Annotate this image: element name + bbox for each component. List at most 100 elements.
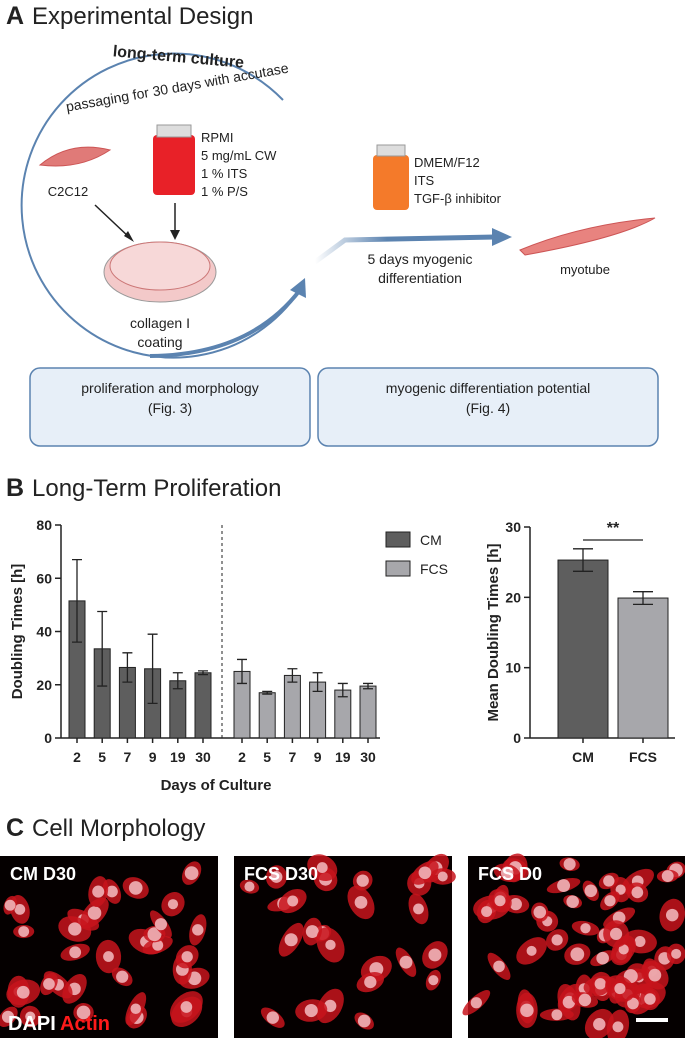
diff-label: differentiation bbox=[378, 270, 462, 286]
nucleus bbox=[570, 947, 585, 962]
nucleus bbox=[167, 899, 179, 910]
nucleus bbox=[244, 881, 255, 892]
nucleus bbox=[87, 906, 102, 920]
medium-line: 5 mg/mL CW bbox=[201, 148, 277, 163]
images: CM D30 FCS D30 FCS D0 DAPI Actin bbox=[0, 853, 685, 1038]
nucleus bbox=[130, 1003, 142, 1015]
nucleus bbox=[615, 884, 626, 895]
x-tick-label: 7 bbox=[289, 749, 297, 765]
bottle bbox=[373, 155, 409, 210]
legend-label: CM bbox=[420, 532, 442, 548]
x-tick-label: 19 bbox=[170, 749, 186, 765]
nucleus bbox=[596, 951, 609, 965]
culture-cycle bbox=[20, 52, 301, 359]
y-axis-label: Doubling Times [h] bbox=[9, 564, 26, 700]
nucleus bbox=[494, 895, 506, 907]
x-axis-label: Days of Culture bbox=[161, 777, 272, 794]
x-tick-label: 2 bbox=[73, 749, 81, 765]
diff-arrow bbox=[313, 234, 496, 265]
nucleus bbox=[192, 924, 204, 936]
x-tick-label: 30 bbox=[360, 749, 376, 765]
medium-line: DMEM/F12 bbox=[414, 155, 480, 170]
medium-line: TGF-β inhibitor bbox=[414, 191, 502, 206]
x-tick-label: 9 bbox=[149, 749, 157, 765]
panel-title: Cell Morphology bbox=[32, 815, 205, 842]
coating-label: coating bbox=[137, 334, 182, 350]
x-tick-label: 5 bbox=[263, 749, 271, 765]
nucleus bbox=[69, 946, 82, 959]
legend-label: FCS bbox=[420, 561, 448, 577]
error-bar bbox=[198, 670, 208, 676]
x-tick-label: 5 bbox=[98, 749, 106, 765]
nucleus bbox=[14, 904, 26, 915]
nucleus bbox=[470, 997, 482, 1009]
nucleus bbox=[648, 968, 662, 982]
nucleus bbox=[18, 926, 30, 937]
nucleus bbox=[526, 945, 537, 956]
bottle-cap bbox=[376, 144, 406, 157]
culture-title: long-term culture bbox=[112, 43, 245, 71]
nucleus bbox=[1, 1010, 15, 1023]
medium-line: RPMI bbox=[201, 130, 234, 145]
x-tick-label: 19 bbox=[335, 749, 351, 765]
x-tick-label: 30 bbox=[195, 749, 211, 765]
nucleus bbox=[631, 886, 644, 899]
nucleus bbox=[116, 970, 129, 983]
cell-label: C2C12 bbox=[48, 184, 88, 199]
nucleus bbox=[68, 922, 82, 936]
nucleus bbox=[533, 905, 547, 919]
box-title: myogenic differentiation potential bbox=[386, 380, 590, 396]
box-ref: (Fig. 4) bbox=[466, 400, 510, 416]
cell-icon bbox=[38, 146, 112, 167]
nucleus bbox=[566, 895, 579, 908]
scale-bar bbox=[636, 1018, 668, 1022]
error-bar bbox=[287, 668, 298, 683]
nucleus bbox=[154, 918, 168, 931]
nucleus bbox=[356, 874, 369, 887]
error-bar bbox=[72, 558, 82, 643]
medium-line: ITS bbox=[414, 173, 435, 188]
error-bar bbox=[97, 610, 108, 687]
error-bar bbox=[337, 682, 348, 698]
x-tick-label: 7 bbox=[124, 749, 132, 765]
nucleus bbox=[665, 908, 679, 922]
error-bar bbox=[363, 682, 373, 690]
nucleus bbox=[580, 923, 591, 934]
legend-swatch bbox=[385, 531, 411, 548]
error-bar bbox=[172, 672, 183, 690]
coating-label: collagen I bbox=[130, 315, 190, 331]
bar bbox=[194, 672, 212, 739]
arrow-head bbox=[492, 228, 512, 246]
nucleus bbox=[16, 985, 30, 999]
y-tick-label: 80 bbox=[36, 517, 52, 533]
nucleus bbox=[266, 1011, 279, 1024]
box-title: proliferation and morphology bbox=[81, 380, 258, 396]
bar bbox=[258, 692, 276, 739]
nucleus bbox=[604, 895, 616, 907]
nucleus bbox=[493, 960, 505, 973]
x-tick-label: FCS bbox=[629, 749, 657, 765]
nucleus bbox=[180, 1001, 193, 1013]
x-tick-label: CM bbox=[572, 749, 594, 765]
y-tick-label: 20 bbox=[36, 677, 52, 693]
nucleus bbox=[612, 1021, 624, 1033]
error-bar bbox=[237, 658, 247, 685]
nucleus bbox=[609, 927, 623, 941]
nucleus bbox=[103, 951, 114, 962]
nucleus bbox=[520, 1003, 534, 1018]
y-tick-label: 20 bbox=[505, 589, 521, 605]
image-label: FCS D30 bbox=[244, 864, 318, 884]
nucleus bbox=[614, 982, 626, 995]
myotube-label: myotube bbox=[560, 262, 610, 277]
nucleus bbox=[509, 898, 522, 911]
dish-cells bbox=[109, 241, 211, 291]
nucleus bbox=[563, 858, 576, 871]
x-tick-label: 2 bbox=[238, 749, 246, 765]
nucleus bbox=[357, 1014, 371, 1028]
nucleus bbox=[437, 871, 448, 882]
bottle-cap bbox=[156, 124, 192, 138]
medium-line: 1 % ITS bbox=[201, 166, 248, 181]
bar bbox=[557, 559, 609, 739]
nucleus bbox=[4, 899, 16, 911]
